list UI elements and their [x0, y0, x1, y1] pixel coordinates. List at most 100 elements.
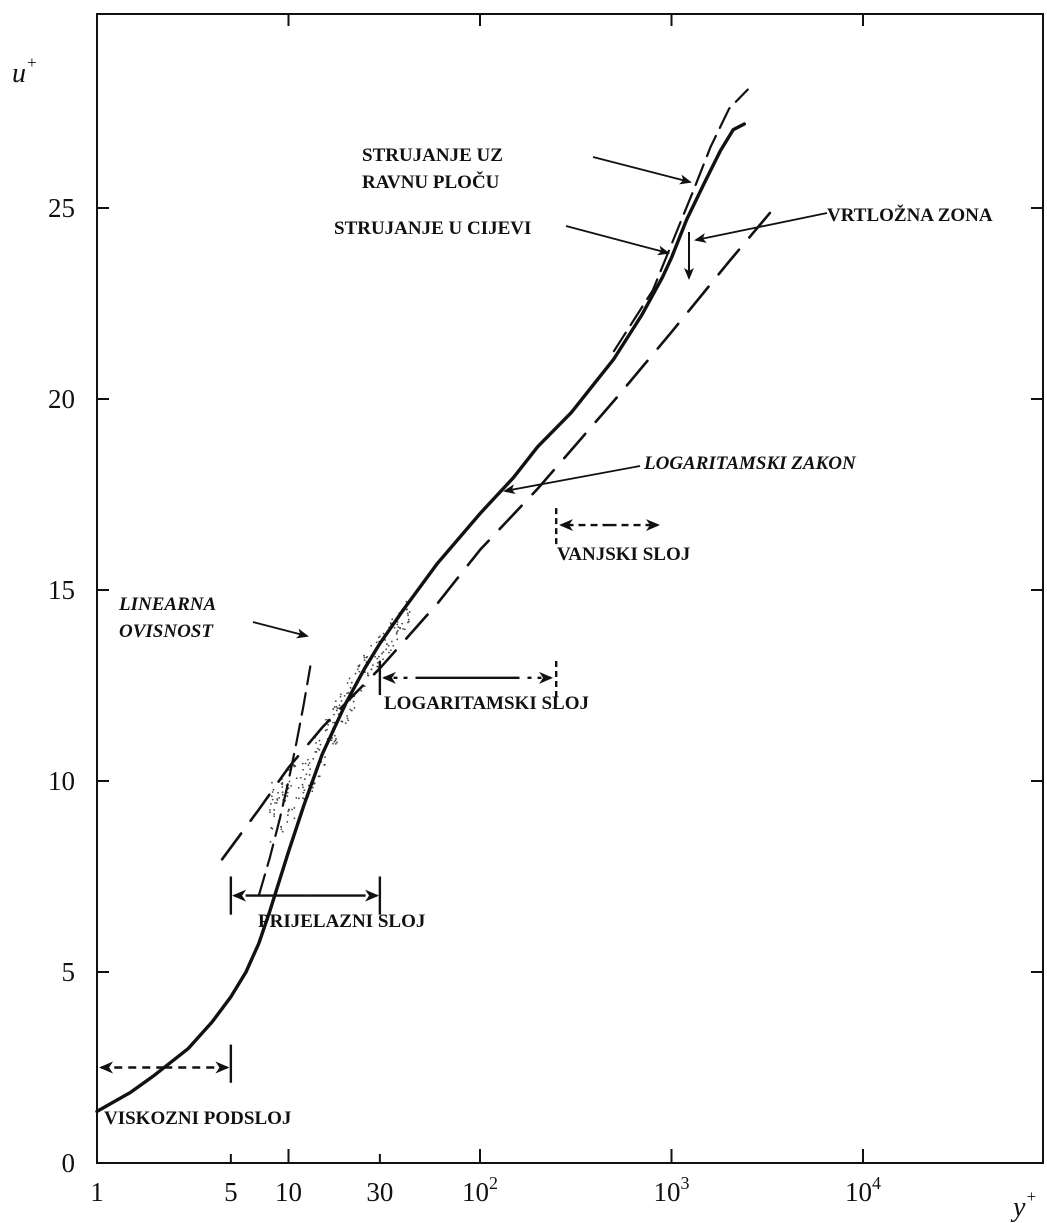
data-dot: [311, 786, 314, 789]
y-tick-label: 15: [48, 575, 75, 605]
data-dot: [356, 668, 359, 671]
data-dot: [326, 728, 328, 731]
y-tick-label: 0: [62, 1148, 76, 1178]
data-dot: [396, 623, 399, 626]
data-dot: [308, 762, 311, 764]
data-dot: [390, 640, 393, 643]
data-dot: [318, 775, 321, 778]
data-dot: [333, 734, 336, 737]
data-dot: [271, 798, 274, 801]
data-dot: [324, 729, 327, 732]
data-dot: [293, 763, 295, 766]
data-dot: [357, 665, 360, 667]
data-dot: [281, 786, 284, 788]
data-dot: [293, 765, 296, 768]
data-dot: [353, 706, 356, 709]
data-dot: [338, 704, 341, 707]
data-dot: [385, 648, 388, 651]
data-dot: [333, 740, 336, 743]
pointer-arrow: [694, 212, 828, 243]
data-dot: [339, 695, 342, 698]
data-dot: [280, 828, 283, 831]
tick-marks: [97, 14, 1043, 1163]
annotation-viskozni-podsloj: VISKOZNI PODSLOJ: [104, 1108, 291, 1129]
data-dot: [313, 782, 316, 784]
data-dot: [370, 668, 373, 671]
data-dot: [280, 826, 282, 828]
data-dot: [276, 798, 279, 800]
data-dot: [273, 815, 276, 818]
data-dot: [395, 631, 398, 634]
data-dot: [372, 664, 374, 667]
data-dot: [287, 787, 290, 789]
data-dot: [401, 622, 404, 625]
data-dot: [349, 686, 352, 689]
data-dot: [407, 618, 410, 621]
data-dot: [308, 773, 311, 776]
annotation-strujanje-uz-ravnu-plocu: STRUJANJE UZ RAVNU PLOČU: [362, 145, 503, 193]
y-axis-title: u+: [12, 53, 37, 89]
data-dot: [301, 783, 304, 786]
data-dot: [287, 808, 290, 811]
data-dot: [295, 777, 298, 780]
x-tick-label: 10: [275, 1177, 302, 1207]
y-tick-label: 25: [48, 193, 75, 223]
data-dot: [370, 644, 373, 647]
data-dot: [366, 674, 369, 677]
data-dot: [314, 750, 317, 753]
data-dot: [288, 780, 291, 783]
data-dot: [312, 757, 315, 760]
data-dot: [376, 657, 379, 660]
data-dot: [302, 786, 304, 789]
data-dot: [392, 645, 395, 647]
data-dot: [301, 762, 304, 765]
y-tick-label: 10: [48, 766, 75, 796]
data-dot: [341, 720, 344, 723]
series-lines: [95, 88, 777, 1114]
data-dot: [309, 768, 312, 771]
data-dot: [302, 791, 305, 794]
data-dot: [376, 661, 379, 664]
data-dot: [291, 808, 293, 811]
data-dot: [334, 742, 337, 745]
data-dot: [280, 782, 283, 785]
data-dot: [363, 659, 366, 662]
x-tick-label: 102: [462, 1173, 498, 1207]
data-dot: [344, 722, 347, 725]
data-dot: [319, 743, 322, 746]
data-dot: [403, 628, 406, 631]
data-dot: [358, 670, 361, 673]
data-dot: [318, 748, 321, 751]
data-dot: [286, 791, 289, 794]
data-dot: [302, 797, 304, 799]
data-dot: [302, 768, 304, 771]
data-dot: [332, 721, 334, 724]
data-dot: [382, 651, 385, 653]
data-dot: [332, 742, 334, 745]
data-dot: [269, 840, 272, 843]
data-dot: [277, 791, 279, 794]
data-dot: [354, 672, 357, 675]
data-dot: [334, 739, 337, 742]
data-dot: [297, 797, 300, 800]
data-dot: [395, 632, 398, 635]
data-dot: [347, 719, 350, 722]
data-dot: [382, 658, 384, 661]
data-dot: [305, 773, 308, 776]
x-tick-label: 30: [366, 1177, 393, 1207]
data-dot: [316, 747, 319, 750]
data-dot: [396, 638, 399, 641]
data-dot: [336, 741, 338, 744]
data-dot: [286, 821, 289, 823]
data-dot: [346, 715, 348, 717]
pointer-arrow: [565, 225, 670, 256]
annotation-logaritamski-zakon: LOGARITAMSKI ZAKON: [643, 453, 857, 474]
data-dot: [375, 641, 378, 644]
data-dot: [405, 608, 408, 611]
data-dot: [377, 636, 380, 639]
data-dot: [376, 665, 379, 668]
data-dot: [303, 778, 306, 780]
data-dot: [272, 788, 275, 791]
